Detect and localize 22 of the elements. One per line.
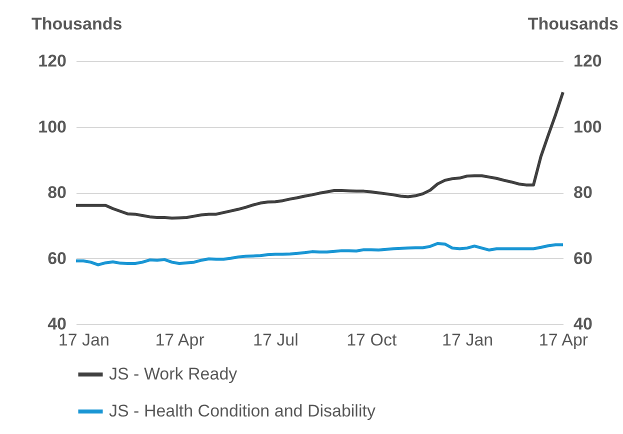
- line-series: [74, 90, 564, 220]
- legend-label: JS - Health Condition and Disability: [109, 402, 376, 420]
- x-tick-label: 17 Jul: [253, 330, 298, 350]
- y2-tick-label: 60: [574, 248, 592, 268]
- x-tick-label: 17 Oct: [346, 330, 397, 350]
- y2-tick-label: 100: [574, 117, 602, 136]
- legend-label: JS - Work Ready: [109, 364, 238, 384]
- y-axis-title: Thousands: [32, 14, 122, 34]
- line-series: [74, 242, 564, 266]
- y-tick-label: 60: [48, 248, 66, 268]
- y-tick-label: 100: [38, 117, 66, 136]
- y-tick-label: 120: [38, 52, 66, 70]
- y2-axis-title: Thousands: [528, 14, 618, 34]
- y-tick-label: 80: [48, 183, 66, 202]
- y2-tick-label: 120: [574, 52, 602, 70]
- y2-tick-label: 80: [574, 183, 592, 202]
- x-tick-label: 17 Jan: [442, 330, 494, 350]
- x-tick-label: 17 Apr: [538, 330, 588, 350]
- x-tick-label: 17 Jan: [58, 330, 110, 350]
- y2-tick-label: 40: [574, 314, 592, 334]
- x-tick-label: 17 Apr: [155, 330, 205, 350]
- y-tick-label: 40: [48, 314, 66, 334]
